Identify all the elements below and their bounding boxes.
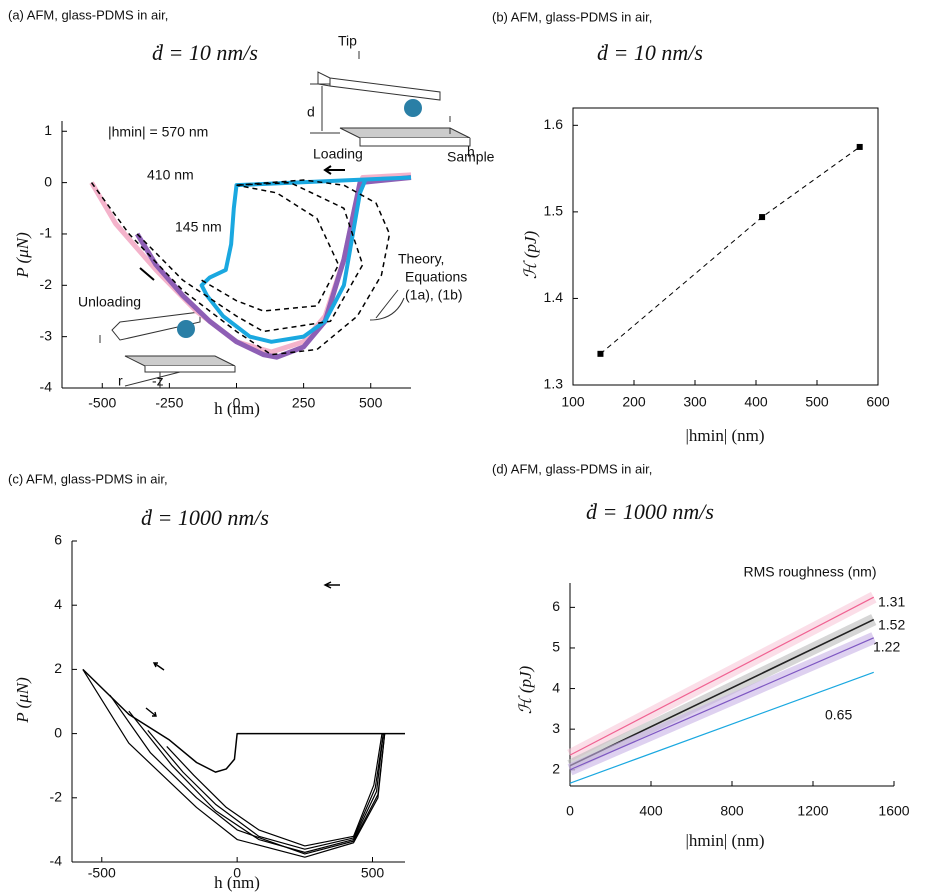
x-axis-label: |hmin| (nm): [685, 426, 764, 445]
series-line: [570, 597, 874, 755]
annotation: |hmin| = 570 nm: [108, 124, 208, 140]
x-tick-label: 400: [639, 803, 663, 819]
plot-frame: [573, 108, 878, 385]
annotation: Theory,: [398, 251, 444, 267]
arrows-c: [146, 582, 340, 716]
y-tick-label: 6: [54, 532, 62, 548]
y-tick-label: 1: [44, 122, 52, 138]
panel-label: (b) AFM, glass-PDMS in air,: [492, 9, 652, 24]
annotation: (1a), (1b): [405, 287, 463, 303]
x-tick-label: 1200: [797, 803, 828, 819]
cantilever-inset: [100, 51, 470, 388]
y-axis-label: P (μN): [13, 232, 32, 279]
y-tick-label: 4: [54, 596, 62, 612]
data-point: [597, 351, 603, 357]
x-tick-label: 300: [683, 394, 707, 410]
annotation: -z: [152, 373, 164, 389]
series-line: [202, 177, 411, 341]
x-tick-label: -250: [155, 395, 183, 411]
series-label: 0.65: [825, 707, 852, 723]
y-tick-label: 3: [552, 720, 560, 736]
series-label: 1.22: [873, 639, 900, 655]
panel-label: (c) AFM, glass-PDMS in air,: [8, 471, 168, 486]
x-tick-label: -500: [88, 865, 116, 881]
data-point: [857, 144, 863, 150]
y-tick-label: 2: [54, 660, 62, 676]
x-tick-label: 0: [233, 865, 241, 881]
x-tick-label: -500: [88, 395, 116, 411]
x-tick-label: 800: [720, 803, 744, 819]
annotation: d: [307, 104, 315, 120]
y-tick-label: 0: [54, 724, 62, 740]
x-axis-label: |hmin| (nm): [685, 831, 764, 850]
annotation: Equations: [405, 269, 467, 285]
annotation: r: [118, 373, 123, 389]
y-tick-label: -3: [40, 327, 53, 343]
x-tick-label: 200: [622, 394, 646, 410]
y-tick-label: 6: [552, 598, 560, 614]
annotation: Unloading: [78, 294, 141, 310]
series-line: [600, 147, 859, 354]
panel-title: ḋ = 10 nm/s: [152, 40, 258, 65]
data-point: [759, 214, 765, 220]
series-line: [167, 734, 382, 846]
y-tick-label: 1.6: [544, 116, 564, 132]
y-tick-label: 0: [44, 173, 52, 189]
series-line: [110, 695, 385, 854]
x-tick-label: 0: [566, 803, 574, 819]
panel-title: ḋ = 10 nm/s: [597, 40, 703, 65]
y-axis-label: ℋ (pJ): [516, 665, 535, 714]
x-tick-label: 100: [561, 394, 585, 410]
annotation: Sample: [447, 149, 495, 165]
annotation: Tip: [338, 33, 357, 49]
y-tick-label: 1.4: [544, 289, 564, 305]
x-tick-label: 500: [805, 394, 829, 410]
legend-title: RMS roughness (nm): [743, 564, 876, 580]
figure: (a) AFM, glass-PDMS in air,ḋ = 10 nm/sh …: [0, 0, 932, 894]
y-tick-label: 1.3: [544, 376, 564, 392]
y-axis-label: P (μN): [13, 677, 32, 724]
x-tick-label: 500: [361, 865, 385, 881]
panel-label: (a) AFM, glass-PDMS in air,: [8, 7, 168, 22]
x-tick-label: 0: [233, 395, 241, 411]
y-tick-label: -1: [40, 225, 53, 241]
y-tick-label: 2: [552, 760, 560, 776]
panel-title: ḋ = 1000 nm/s: [586, 499, 714, 524]
series-label: 1.31: [878, 594, 905, 610]
y-tick-label: 5: [552, 639, 560, 655]
annotation: Loading: [313, 146, 363, 162]
series-line: [202, 185, 339, 311]
y-tick-label: -2: [40, 276, 53, 292]
x-tick-label: 250: [292, 395, 316, 411]
x-tick-label: 600: [866, 394, 890, 410]
x-tick-label: 500: [359, 395, 383, 411]
panel-label: (d) AFM, glass-PDMS in air,: [492, 461, 652, 476]
y-tick-label: -4: [40, 379, 53, 395]
series-line: [129, 711, 383, 852]
series-line: [148, 730, 384, 849]
y-tick-label: 4: [552, 679, 560, 695]
series-label: 1.52: [878, 617, 905, 633]
x-tick-label: 1600: [878, 803, 909, 819]
series-line: [83, 669, 405, 772]
y-tick-label: 1.5: [544, 203, 564, 219]
annotation: 410 nm: [147, 167, 194, 183]
series-line: [570, 638, 874, 770]
series-line: [83, 669, 385, 857]
panel-title: ḋ = 1000 nm/s: [141, 505, 269, 530]
y-tick-label: -2: [50, 789, 63, 805]
x-tick-label: 400: [744, 394, 768, 410]
annotation: 145 nm: [175, 219, 222, 235]
y-tick-label: -4: [50, 853, 63, 869]
y-axis-label: ℋ (pJ): [521, 230, 540, 279]
